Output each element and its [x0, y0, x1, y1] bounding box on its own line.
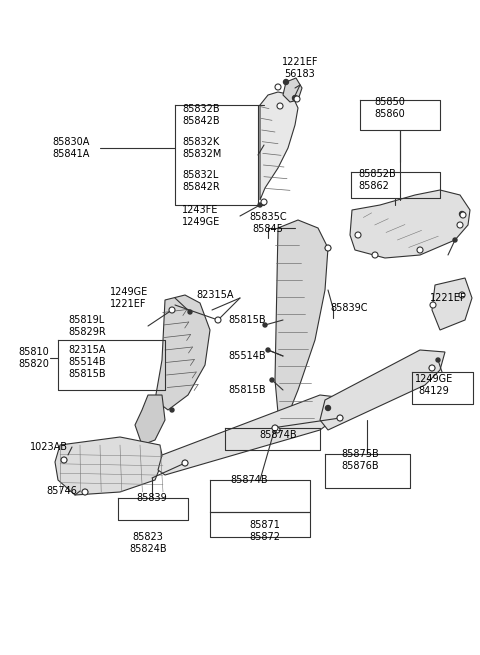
Circle shape	[453, 238, 457, 242]
Circle shape	[325, 405, 331, 411]
Circle shape	[270, 378, 274, 382]
Circle shape	[82, 489, 88, 495]
Circle shape	[277, 103, 283, 109]
Text: 85832K
85832M: 85832K 85832M	[182, 137, 221, 159]
Circle shape	[459, 292, 465, 298]
Text: 85839: 85839	[137, 493, 168, 503]
Circle shape	[188, 310, 192, 314]
Text: 85830A
85841A: 85830A 85841A	[52, 137, 89, 159]
Circle shape	[83, 489, 87, 495]
Circle shape	[459, 293, 465, 297]
Circle shape	[429, 365, 435, 371]
Text: 85832L
85842R: 85832L 85842R	[182, 170, 220, 192]
Circle shape	[169, 307, 175, 313]
Text: 85823
85824B: 85823 85824B	[129, 533, 167, 553]
Circle shape	[258, 203, 262, 207]
Polygon shape	[350, 190, 470, 258]
Circle shape	[266, 348, 270, 352]
Circle shape	[325, 245, 331, 251]
Circle shape	[284, 79, 288, 84]
Circle shape	[275, 84, 281, 90]
Circle shape	[61, 457, 67, 463]
Text: 1243FE
1249GE: 1243FE 1249GE	[182, 205, 220, 227]
Text: 1221EF
56183: 1221EF 56183	[282, 57, 318, 79]
Text: 1249GE
1221EF: 1249GE 1221EF	[110, 287, 148, 309]
Circle shape	[216, 318, 220, 322]
Text: 85815B: 85815B	[228, 315, 265, 325]
Circle shape	[457, 222, 463, 228]
Polygon shape	[260, 92, 298, 200]
Text: 1023AB: 1023AB	[30, 442, 68, 452]
Circle shape	[273, 426, 277, 430]
Circle shape	[182, 460, 188, 466]
Circle shape	[216, 318, 220, 322]
Text: 85819L
85829R: 85819L 85829R	[68, 315, 106, 337]
Text: 85839C: 85839C	[330, 303, 368, 313]
Polygon shape	[55, 437, 163, 495]
Polygon shape	[432, 278, 472, 330]
Circle shape	[215, 317, 221, 323]
Circle shape	[170, 408, 174, 412]
Circle shape	[261, 199, 267, 205]
Text: 85835C
85845: 85835C 85845	[249, 212, 287, 234]
Polygon shape	[275, 220, 328, 435]
Circle shape	[430, 365, 434, 371]
Text: 85810
85820: 85810 85820	[18, 347, 49, 369]
Circle shape	[436, 358, 440, 362]
Circle shape	[430, 302, 436, 308]
Circle shape	[170, 308, 174, 312]
Circle shape	[355, 232, 361, 238]
Text: 85874B: 85874B	[230, 475, 268, 485]
Text: 85514B: 85514B	[228, 351, 265, 361]
Circle shape	[170, 308, 174, 312]
Text: 82315A
85514B
85815B: 82315A 85514B 85815B	[68, 345, 106, 379]
Circle shape	[182, 460, 188, 466]
Text: 85850
85860: 85850 85860	[374, 97, 406, 119]
Circle shape	[337, 415, 343, 421]
Circle shape	[459, 212, 465, 217]
Circle shape	[275, 428, 279, 432]
Text: 85852B
85862: 85852B 85862	[358, 169, 396, 191]
Text: 85871
85872: 85871 85872	[250, 520, 280, 542]
Text: 85746: 85746	[46, 486, 77, 496]
Text: 85875B
85876B: 85875B 85876B	[341, 449, 379, 471]
Text: 1249GE
84129: 1249GE 84129	[415, 374, 453, 396]
Text: 1221EF: 1221EF	[430, 293, 466, 303]
Polygon shape	[320, 350, 445, 430]
Circle shape	[61, 457, 67, 462]
Polygon shape	[158, 395, 345, 475]
Circle shape	[325, 246, 331, 250]
Circle shape	[417, 247, 423, 253]
Circle shape	[292, 96, 298, 100]
Circle shape	[460, 212, 466, 218]
Circle shape	[272, 425, 278, 431]
Polygon shape	[155, 295, 210, 410]
Circle shape	[372, 252, 378, 258]
Text: 82315A: 82315A	[196, 290, 233, 300]
Polygon shape	[135, 395, 165, 445]
Circle shape	[263, 323, 267, 327]
Circle shape	[274, 427, 280, 433]
Circle shape	[337, 415, 343, 421]
Circle shape	[294, 96, 300, 102]
Polygon shape	[283, 78, 302, 102]
Text: 85815B: 85815B	[228, 385, 265, 395]
Text: 85832B
85842B: 85832B 85842B	[182, 104, 220, 126]
Text: 85874B: 85874B	[259, 430, 297, 440]
